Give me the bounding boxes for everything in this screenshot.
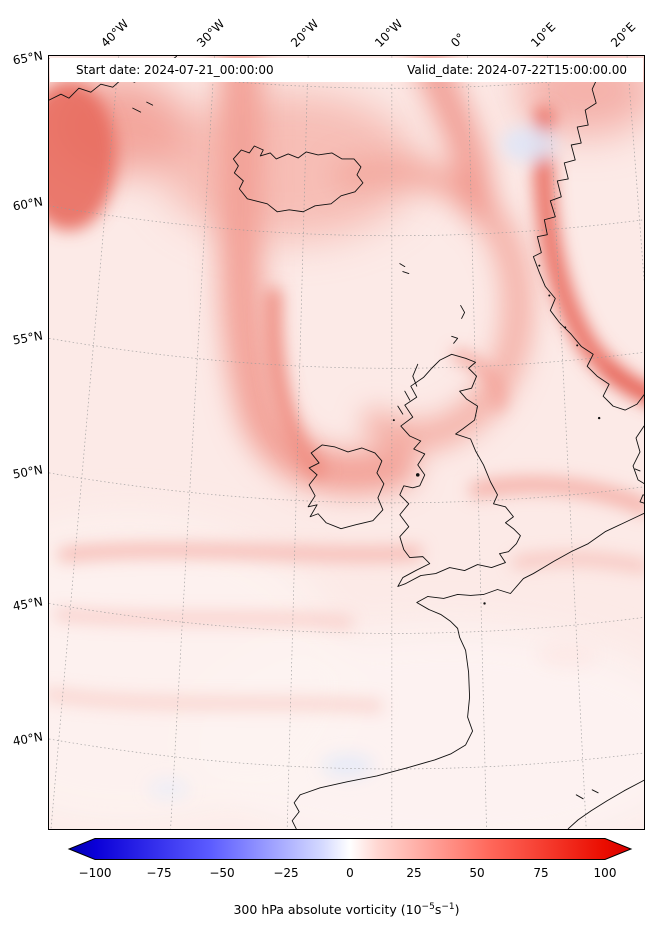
colorbar-tick-25: 25 bbox=[406, 866, 422, 880]
coastline-iceland bbox=[232, 145, 364, 213]
coastline-hebrides bbox=[397, 363, 419, 415]
colorbar-label: 300 hPa absolute vorticity (10−5s−1) bbox=[48, 902, 645, 917]
colorbar-tick-neg25: −25 bbox=[273, 866, 299, 880]
colorbar bbox=[60, 836, 640, 862]
coastline-norway bbox=[532, 71, 644, 411]
colorbar-label-prefix: 300 hPa absolute vorticity (10 bbox=[233, 902, 422, 918]
left-axis-tick-label-65n: 65°N bbox=[11, 48, 44, 68]
start-date-label: Start date: 2024-07-21_00:00:00 bbox=[76, 63, 274, 77]
colorbar-gradient bbox=[67, 838, 633, 860]
colorbar-tick-75: 75 bbox=[533, 866, 549, 880]
top-axis-tick-label-20e: 20°E bbox=[608, 19, 639, 50]
colorbar-tick-neg100: −100 bbox=[78, 866, 112, 880]
coastline-orkney bbox=[451, 335, 459, 344]
colorbar-tick-neg50: −50 bbox=[209, 866, 235, 880]
map-plot: Start date: 2024-07-21_00:00:00 Valid_da… bbox=[48, 55, 645, 830]
coastline-ireland bbox=[307, 444, 385, 530]
colorbar-label-exponent-2: −1 bbox=[441, 902, 455, 912]
top-axis-tick-label-40w: 40°W bbox=[98, 16, 132, 51]
colorbar-tick-50: 50 bbox=[469, 866, 485, 880]
valid-date-label: Valid_date: 2024-07-22T15:00:00.00 bbox=[407, 63, 627, 77]
left-axis-tick-label-50n: 50°N bbox=[11, 462, 44, 482]
header-bar: Start date: 2024-07-21_00:00:00 Valid_da… bbox=[50, 58, 643, 82]
colorbar-tick-0: 0 bbox=[346, 866, 354, 880]
colorbar-label-exponent-1: −5 bbox=[421, 902, 435, 912]
left-axis-tick-label-45n: 45°N bbox=[11, 594, 44, 614]
top-axis-tick-label-20w: 20°W bbox=[288, 16, 322, 51]
left-axis-tick-label-40n: 40°N bbox=[11, 729, 44, 749]
top-axis-tick-label-0: 0° bbox=[448, 30, 468, 50]
coastline-faroe-islands bbox=[399, 263, 410, 275]
top-axis-tick-label-30w: 30°W bbox=[194, 16, 228, 51]
top-axis-tick-label-10e: 10°E bbox=[528, 19, 559, 50]
map-canvas bbox=[49, 56, 644, 829]
coastline-greenland-islets bbox=[132, 101, 154, 113]
graticule bbox=[49, 56, 644, 829]
left-axis-tick-label-60n: 60°N bbox=[11, 194, 44, 214]
colorbar-label-mid: s bbox=[434, 902, 442, 918]
colorbar-tick-neg75: −75 bbox=[146, 866, 172, 880]
left-axis-tick-label-55n: 55°N bbox=[11, 328, 44, 348]
coastline-continental-europe bbox=[291, 512, 644, 829]
coastline-mediterranean-france bbox=[567, 779, 644, 829]
top-axis-tick-label-10w: 10°W bbox=[372, 16, 406, 51]
colorbar-label-suffix: ) bbox=[454, 902, 460, 918]
coastline-denmark bbox=[632, 425, 644, 484]
coastline-great-britain bbox=[397, 353, 521, 587]
coastline-danish-islands bbox=[634, 468, 644, 504]
small-islands bbox=[392, 264, 601, 605]
colorbar-bar-with-arrows bbox=[67, 838, 633, 860]
coastline-shetland bbox=[460, 305, 466, 319]
coastline-med-islets bbox=[575, 789, 599, 800]
colorbar-tick-100: 100 bbox=[593, 866, 617, 880]
